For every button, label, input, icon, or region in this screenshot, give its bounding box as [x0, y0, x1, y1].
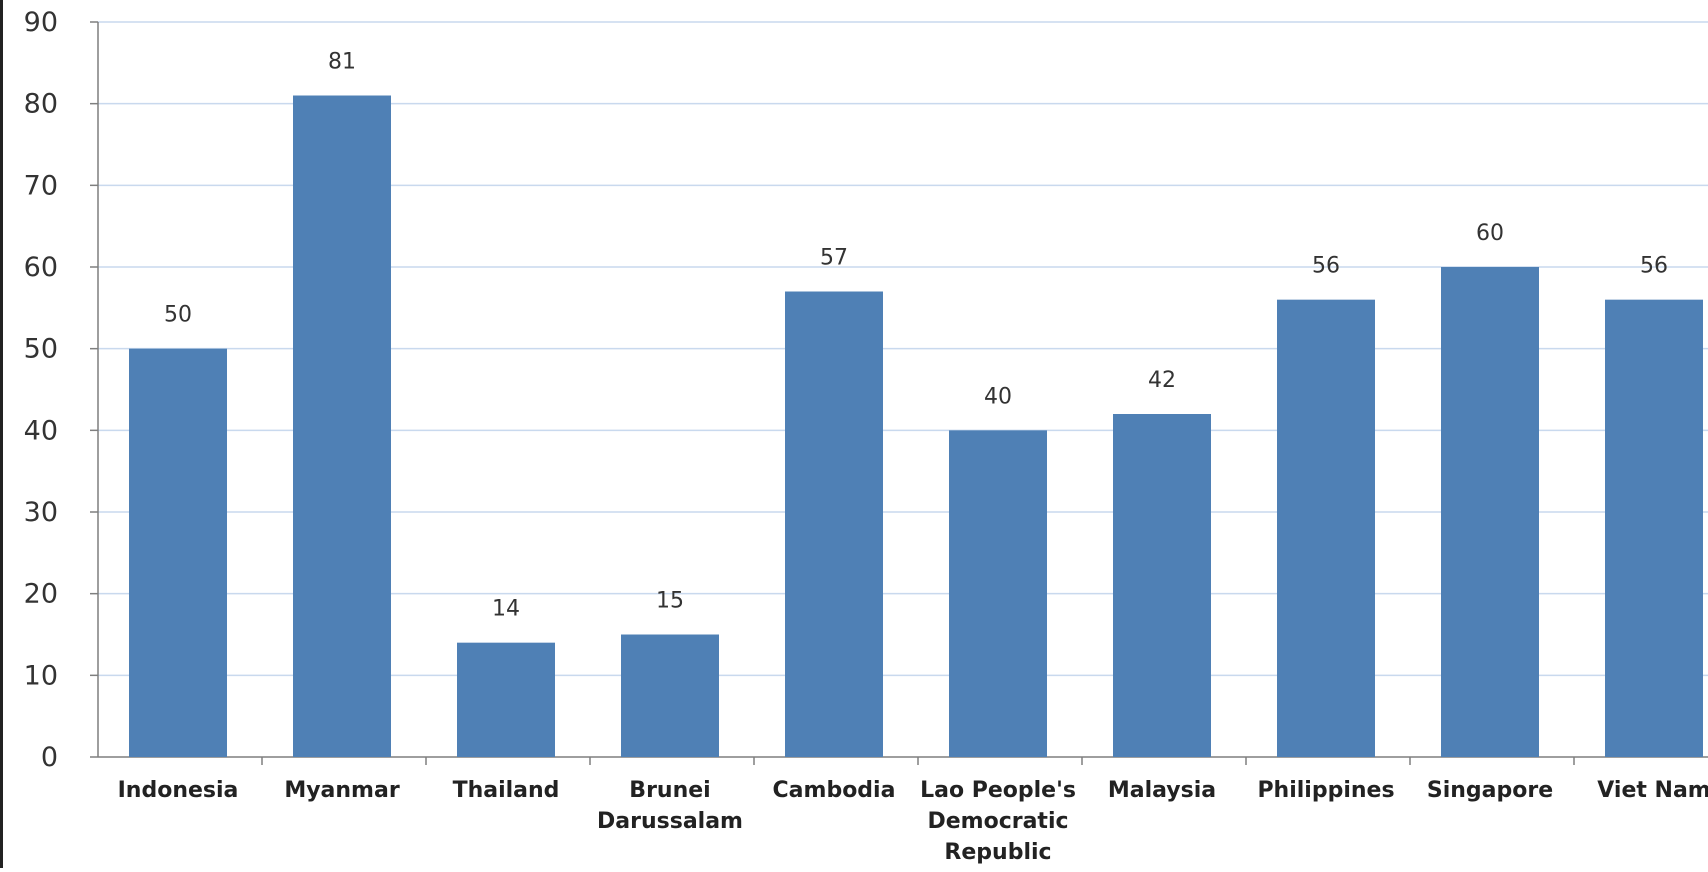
- y-axis: 0 10 20 30 40 50 60 70 80 90: [24, 7, 99, 773]
- bar: [785, 291, 883, 757]
- x-tick-label: Myanmar: [284, 778, 400, 803]
- data-label: 60: [1476, 221, 1504, 246]
- bar: [457, 642, 555, 757]
- x-tick-labels: Indonesia Myanmar Thailand Brunei Darussalam…: [118, 778, 1708, 865]
- bar: [1605, 299, 1703, 757]
- y-tick-label: 20: [24, 579, 58, 610]
- bar: [1113, 414, 1211, 757]
- x-tick-label: Darussalam: [597, 809, 743, 834]
- x-tick-label: Viet Nam: [1597, 778, 1708, 803]
- x-tick-label: Cambodia: [773, 778, 896, 803]
- y-tick-label: 10: [24, 660, 58, 691]
- data-label: 81: [328, 50, 356, 75]
- y-tick-label: 90: [24, 7, 58, 38]
- bar: [129, 348, 227, 757]
- y-tick-label: 80: [24, 89, 58, 120]
- y-tick-label: 40: [24, 415, 58, 446]
- data-labels: 50 81 14 15 57 40 42 56 60 56: [164, 50, 1668, 622]
- x-tick-label: Republic: [944, 840, 1051, 865]
- data-label: 56: [1312, 254, 1340, 279]
- x-tick-label: Brunei: [629, 778, 710, 803]
- data-label: 50: [164, 303, 192, 328]
- bar: [293, 95, 391, 757]
- x-tick-label: Philippines: [1257, 778, 1394, 803]
- x-tick-label: Lao People's: [920, 778, 1076, 803]
- x-tick-label: Thailand: [453, 778, 560, 803]
- y-tick-label: 0: [41, 742, 58, 773]
- x-tick-label: Singapore: [1427, 778, 1553, 803]
- x-tick-label: Democratic: [927, 809, 1068, 834]
- left-frame-edge: [0, 0, 3, 868]
- bar: [1441, 267, 1539, 757]
- data-label: 56: [1640, 254, 1668, 279]
- y-tick-label: 30: [24, 497, 58, 528]
- x-tick-label: Malaysia: [1108, 778, 1216, 803]
- x-tick-label: Indonesia: [118, 778, 239, 803]
- bars: [129, 95, 1703, 757]
- y-tick-label: 50: [24, 334, 58, 365]
- data-label: 42: [1148, 368, 1176, 393]
- bar: [949, 430, 1047, 757]
- bar: [1277, 299, 1375, 757]
- data-label: 57: [820, 246, 848, 271]
- data-label: 40: [984, 384, 1012, 409]
- bar: [621, 634, 719, 757]
- y-tick-label: 70: [24, 170, 58, 201]
- y-tick-label: 60: [24, 252, 58, 283]
- data-label: 14: [492, 597, 520, 622]
- data-label: 15: [656, 589, 684, 614]
